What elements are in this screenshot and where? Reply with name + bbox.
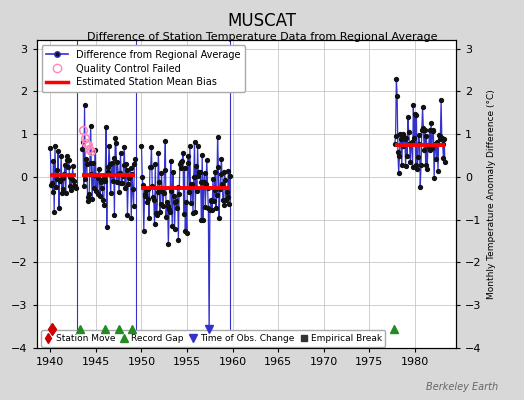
Text: Berkeley Earth: Berkeley Earth xyxy=(425,382,498,392)
Text: Difference of Station Temperature Data from Regional Average: Difference of Station Temperature Data f… xyxy=(87,32,437,42)
Y-axis label: Monthly Temperature Anomaly Difference (°C): Monthly Temperature Anomaly Difference (… xyxy=(487,89,496,299)
Legend: Station Move, Record Gap, Time of Obs. Change, Empirical Break: Station Move, Record Gap, Time of Obs. C… xyxy=(41,330,386,346)
Text: MUSCAT: MUSCAT xyxy=(227,12,297,30)
